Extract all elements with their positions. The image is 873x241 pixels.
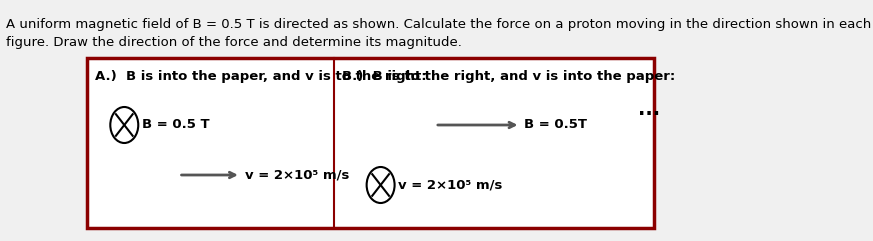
Text: B.)  B is to the right, and v is into the paper:: B.) B is to the right, and v is into the…: [342, 70, 675, 83]
Text: figure. Draw the direction of the force and determine its magnitude.: figure. Draw the direction of the force …: [6, 36, 462, 49]
Text: ...: ...: [638, 100, 660, 119]
Text: v = 2×10⁵ m/s: v = 2×10⁵ m/s: [244, 168, 349, 181]
Text: B = 0.5T: B = 0.5T: [525, 119, 588, 132]
Text: B = 0.5 T: B = 0.5 T: [142, 119, 210, 132]
Text: A uniform magnetic field of B = 0.5 T is directed as shown. Calculate the force : A uniform magnetic field of B = 0.5 T is…: [6, 18, 871, 31]
FancyBboxPatch shape: [87, 58, 654, 228]
Text: A.)  B is into the paper, and v is to the right:: A.) B is into the paper, and v is to the…: [95, 70, 426, 83]
Text: v = 2×10⁵ m/s: v = 2×10⁵ m/s: [398, 179, 503, 192]
